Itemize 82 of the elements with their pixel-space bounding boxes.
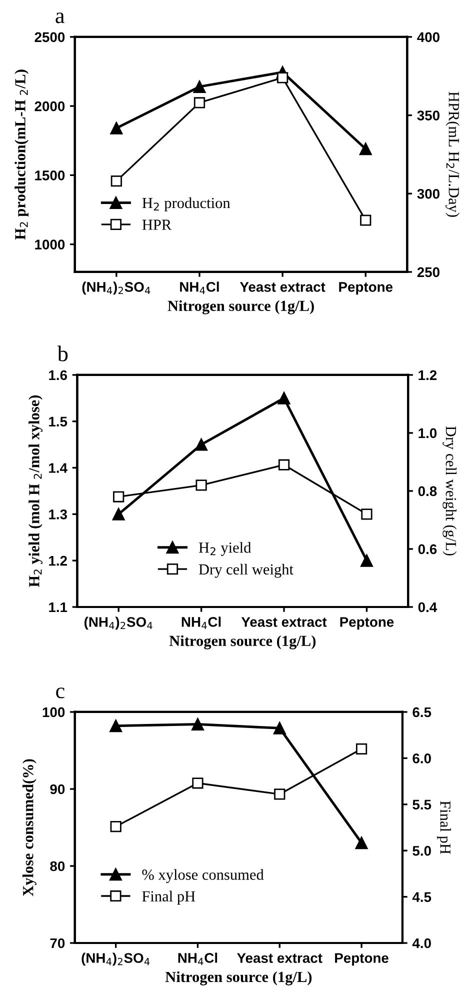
y2-tick-label: 0.6 xyxy=(418,544,437,554)
x-tick-label: NH$_{4}$Cl xyxy=(182,616,221,629)
point xyxy=(192,778,204,789)
point xyxy=(110,176,122,187)
point xyxy=(277,72,288,84)
x-tick-label: Peptone xyxy=(340,617,394,630)
legend-label: H$_{2}$ yield xyxy=(198,542,252,556)
point xyxy=(193,80,206,93)
y2-tick-label: 250 xyxy=(417,267,440,278)
y2-tick-label: 0.4 xyxy=(418,602,438,612)
point xyxy=(361,508,372,520)
y2-tick-label: 5.5 xyxy=(412,800,432,810)
y-tick-label: 2000 xyxy=(34,101,65,112)
point xyxy=(196,480,207,491)
y2-tick-label: 6.5 xyxy=(412,707,432,718)
x-tick-label: Peptone xyxy=(339,282,393,295)
y-tick-label: 1.3 xyxy=(49,510,67,520)
legend-label: HPR xyxy=(142,220,172,230)
y-axis-title: Xylose consumed(%) xyxy=(22,759,36,896)
y-tick-label: 2500 xyxy=(34,32,65,42)
x-tick-label: NH$_{4}$Cl xyxy=(178,952,218,965)
y2-tick-label: 1.0 xyxy=(418,428,437,438)
chart-title: a xyxy=(56,12,64,24)
point xyxy=(278,392,290,404)
y2-tick-label: 350 xyxy=(417,110,440,120)
y2-axis-title: Final pH xyxy=(437,800,451,854)
x-tick-label: Yeast extract xyxy=(237,953,322,963)
point xyxy=(355,836,368,850)
point xyxy=(360,554,373,567)
chart-title: c xyxy=(56,688,64,698)
legend-label: % xylose consumed xyxy=(142,869,264,884)
y-tick-label: 1.1 xyxy=(49,602,68,612)
y2-tick-label: 4.5 xyxy=(412,892,432,902)
x-tick-label: Yeast extract xyxy=(240,282,326,292)
x-axis-title: Nitrogen source (1g/L) xyxy=(168,300,314,314)
point xyxy=(360,214,372,226)
point xyxy=(194,97,206,108)
legend-label: H$_{2}$ production xyxy=(142,197,230,212)
point xyxy=(356,743,368,754)
point xyxy=(195,438,208,451)
legend-label: Dry cell weight xyxy=(198,564,294,578)
y-tick-label: 100 xyxy=(42,707,65,718)
y-tick-label: 1.5 xyxy=(49,416,68,427)
y-tick-label: 1000 xyxy=(35,240,65,250)
y-tick-label: 1.6 xyxy=(49,370,67,380)
y-tick-label: 90 xyxy=(50,784,65,794)
x-tick-label: Peptone xyxy=(335,953,388,966)
point xyxy=(191,718,204,731)
point xyxy=(110,720,122,732)
legend-label: Final pH xyxy=(142,890,196,905)
y-tick-label: 1500 xyxy=(35,170,65,180)
point xyxy=(278,459,290,470)
point xyxy=(113,491,124,502)
y2-axis-title: HPR(mL H$_{2}$/L.Day) xyxy=(446,92,460,217)
y-tick-label: 1.4 xyxy=(49,463,68,473)
y2-tick-label: 0.8 xyxy=(418,486,437,496)
y2-tick-label: 1.2 xyxy=(418,370,437,380)
chart-title: b xyxy=(57,346,68,362)
y2-axis-title: Dry cell weight (g/L) xyxy=(442,426,457,556)
point xyxy=(110,122,123,134)
x-axis-title: Nitrogen source (1g/L) xyxy=(165,971,312,986)
x-tick-label: Yeast extract xyxy=(241,617,327,627)
y-tick-label: 80 xyxy=(50,861,65,872)
x-tick-label: (NH$_{4}$)$_{2}$SO$_{4}$ xyxy=(84,616,152,630)
point xyxy=(273,722,286,734)
x-tick-label: (NH$_{4}$)$_{2}$SO$_{4}$ xyxy=(82,952,150,966)
point xyxy=(359,142,372,156)
y-tick-label: 70 xyxy=(50,938,65,948)
y-axis-title: H$_{2}$ production(mL-H $_{2}$/L) xyxy=(14,70,29,240)
y2-tick-label: 5.0 xyxy=(412,846,431,856)
x-axis-title: Nitrogen source (1g/L) xyxy=(169,635,316,650)
y2-tick-label: 6.0 xyxy=(412,754,431,764)
y-axis-title: H$_{2}$ yield (mol H $_{2}$/mol xylose) xyxy=(28,395,42,588)
x-tick-label: (NH$_{4}$)$_{2}$SO$_{4}$ xyxy=(82,282,150,295)
point xyxy=(110,821,122,832)
y-tick-label: 1.2 xyxy=(49,556,67,566)
y2-tick-label: 4.0 xyxy=(412,938,431,948)
y2-tick-label: 300 xyxy=(417,188,440,199)
x-tick-label: NH$_{4}$Cl xyxy=(180,282,219,294)
y2-tick-label: 400 xyxy=(417,32,440,42)
point xyxy=(274,788,286,800)
point xyxy=(112,508,125,520)
